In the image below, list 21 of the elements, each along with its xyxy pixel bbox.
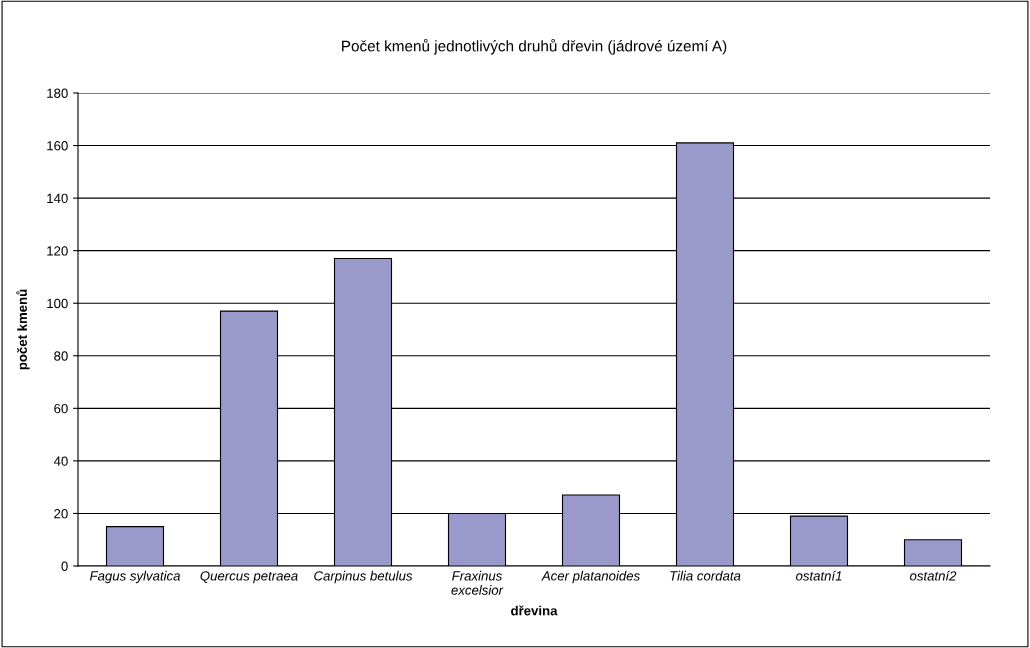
y-tick-label: 100 [47, 298, 68, 309]
y-tick-label: 40 [53, 456, 68, 466]
x-tick-label: Tilia cordata [670, 570, 741, 581]
y-tick-label: 180 [47, 88, 68, 98]
x-tick-label: Fagus sylvatica [89, 570, 181, 584]
x-tick-label: Acer platanoides [541, 570, 640, 584]
y-tick-label: 160 [47, 141, 68, 151]
y-tick-label: 120 [47, 246, 68, 256]
y-tick-label: 140 [47, 193, 68, 204]
y-tick-label: 0 [61, 561, 68, 571]
y-tick-label: 20 [54, 509, 68, 519]
x-tick-label: Carpinus betulus [314, 570, 413, 584]
x-tick-label: ostatní2 [909, 570, 957, 581]
x-axis-title: dřevina [511, 605, 558, 616]
x-tick-label: Fraxinus excelsior [451, 570, 504, 595]
chart-title: Počet kmenů jednotlivých druhů dřevin (jádrové území A) [342, 39, 727, 55]
y-tick-label: 80 [54, 351, 68, 361]
x-tick-label: ostatní1 [795, 570, 842, 581]
x-tick-label: Quercus petraea [200, 571, 298, 584]
y-axis-title: počet kmenů [16, 289, 30, 370]
y-tick-label: 60 [54, 403, 68, 414]
